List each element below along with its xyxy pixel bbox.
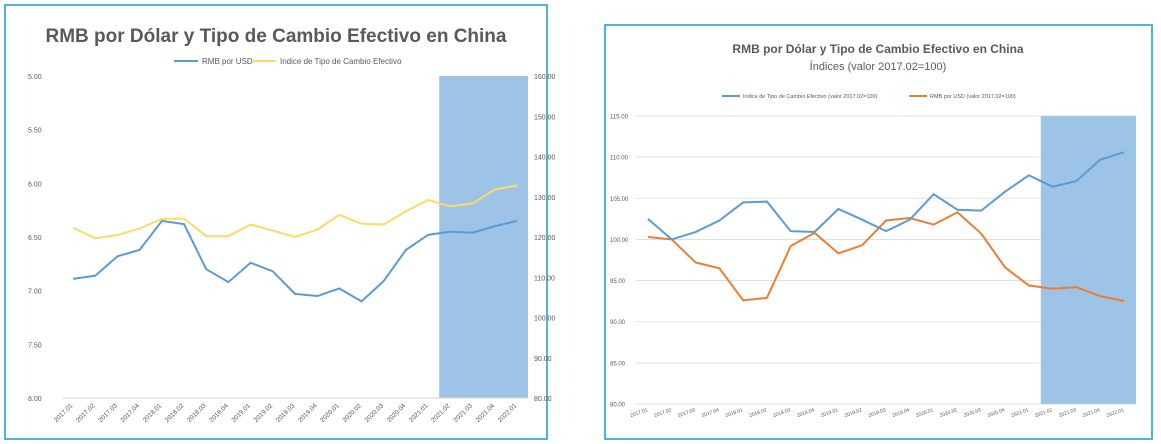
x-tick-label: 2019.04 [297,402,319,424]
y-left-tick-label: 5.00 [28,74,42,81]
right-chart-title: RMB por Dólar y Tipo de Cambio Efectivo … [732,42,1023,56]
left-chart-title: RMB por Dólar y Tipo de Cambio Efectivo … [46,26,507,47]
x-tick-label: 2021.03 [1058,407,1077,419]
x-tick-label: 2017.01 [53,402,75,424]
legend-label-index: Indice de Tipo de Cambio Efectivo (valor… [743,94,878,100]
right-chart: RMB por Dólar y Tipo de Cambio Efectivo … [610,42,1136,419]
y-right-tick-label: 110.00 [534,275,555,282]
x-tick-label: 2020.03 [364,402,386,424]
x-tick-label: 2019.03 [275,402,297,424]
y-right-tick-label: 100.00 [534,316,556,323]
x-tick-label: 2019.02 [844,407,863,419]
x-tick-label: 2020.01 [319,402,341,424]
x-tick-label: 2020.02 [939,407,958,419]
x-tick-label: 2019.01 [230,402,252,424]
legend-label-rmb: RMB por USD (valor 2017.02=100) [930,94,1016,100]
x-tick-label: 2019.02 [253,402,275,424]
y-tick-label: 100.00 [610,238,629,244]
right-chart-subtitle: Índices (valor 2017.02=100) [810,60,947,73]
shaded-period [439,76,528,398]
y-tick-label: 115.00 [610,115,629,121]
x-tick-label: 2019.01 [820,407,839,419]
x-tick-label: 2018.02 [749,407,768,419]
x-tick-label: 2022.01 [1106,407,1125,419]
legend-label-index: Indice de Tipo de Cambio Efectivo [280,57,402,66]
x-tick-label: 2021.02 [1034,407,1053,419]
x-tick-label: 2020.01 [915,407,934,419]
x-tick-label: 2017.03 [677,407,696,419]
y-right-tick-label: 90.00 [534,356,552,363]
x-tick-label: 2020.04 [987,407,1006,419]
y-right-tick-label: 120.00 [534,235,556,242]
x-tick-label: 2018.04 [796,407,815,419]
y-left-tick-label: 6.00 [28,181,42,188]
x-tick-label: 2017.02 [75,402,97,424]
x-tick-label: 2017.01 [630,407,649,419]
x-tick-label: 2021.04 [1082,407,1101,419]
x-tick-label: 2018.01 [725,407,744,419]
y-tick-label: 80.00 [610,403,626,409]
x-tick-label: 2018.01 [142,402,164,424]
x-tick-label: 2018.02 [164,402,186,424]
right-plot-area: 80.00 85.00 90.00 95.00 100.00 105.00 110.00 11… [610,115,1136,419]
x-tick-label: 2017.03 [97,402,119,424]
x-tick-label: 2021.01 [408,402,430,424]
right-chart-panel: RMB por Dólar y Tipo de Cambio Efectivo … [604,24,1153,440]
series-line-rmb [647,211,1125,303]
series-line-index [72,184,518,240]
y-right-tick-label: 80.00 [534,396,552,403]
y-tick-label: 105.00 [610,197,629,203]
x-tick-label: 2021.01 [1011,407,1030,419]
x-tick-label: 2017.04 [120,402,142,424]
x-tick-label: 2018.04 [208,402,230,424]
y-left-tick-label: 6.50 [28,235,42,242]
x-tick-label: 2017.04 [701,407,720,419]
x-tick-label: 2021.02 [430,402,452,424]
x-tick-label: 2021.03 [452,402,474,424]
series-line-rmb [72,219,518,303]
y-left-tick-label: 5.50 [28,128,42,135]
y-right-tick-label: 130.00 [534,195,556,202]
x-tick-label: 2018.03 [186,402,208,424]
y-tick-label: 110.00 [610,156,629,162]
y-right-tick-label: 160.00 [534,74,556,81]
y-right-tick-label: 140.00 [534,155,556,162]
y-left-tick-label: 7.50 [28,342,42,349]
x-tick-label: 2017.02 [653,407,672,419]
y-left-tick-label: 7.00 [28,289,42,296]
x-tick-label: 2021.04 [475,402,497,424]
x-tick-label: 2020.02 [341,402,363,424]
y-left-tick-label: 8.00 [28,396,42,403]
y-tick-label: 85.00 [610,361,626,367]
legend-label-rmb: RMB por USD [202,57,253,66]
shaded-period [1040,116,1136,404]
x-tick-label: 2019.03 [868,407,887,419]
y-right-tick-label: 150.00 [534,114,556,121]
x-tick-label: 2022.01 [497,402,519,424]
x-tick-label: 2020.04 [386,402,408,424]
series-line-index [647,151,1125,241]
left-chart: RMB por Dólar y Tipo de Cambio Efectivo … [28,26,556,424]
right-legend: Indice de Tipo de Cambio Efectivo (valor… [722,94,1016,100]
x-tick-label: 2020.03 [963,407,982,419]
left-plot-area: 5.00 5.50 6.00 6.50 7.00 7.50 8.00 80.00 90.00 10… [28,74,556,424]
x-tick-label: 2018.03 [772,407,791,419]
y-tick-label: 90.00 [610,320,626,326]
y-tick-label: 95.00 [610,279,626,285]
left-chart-panel: RMB por Dólar y Tipo de Cambio Efectivo … [4,4,556,440]
left-legend: RMB por USD Indice de Tipo de Cambio Efe… [174,57,402,66]
x-tick-label: 2019.04 [891,407,910,419]
